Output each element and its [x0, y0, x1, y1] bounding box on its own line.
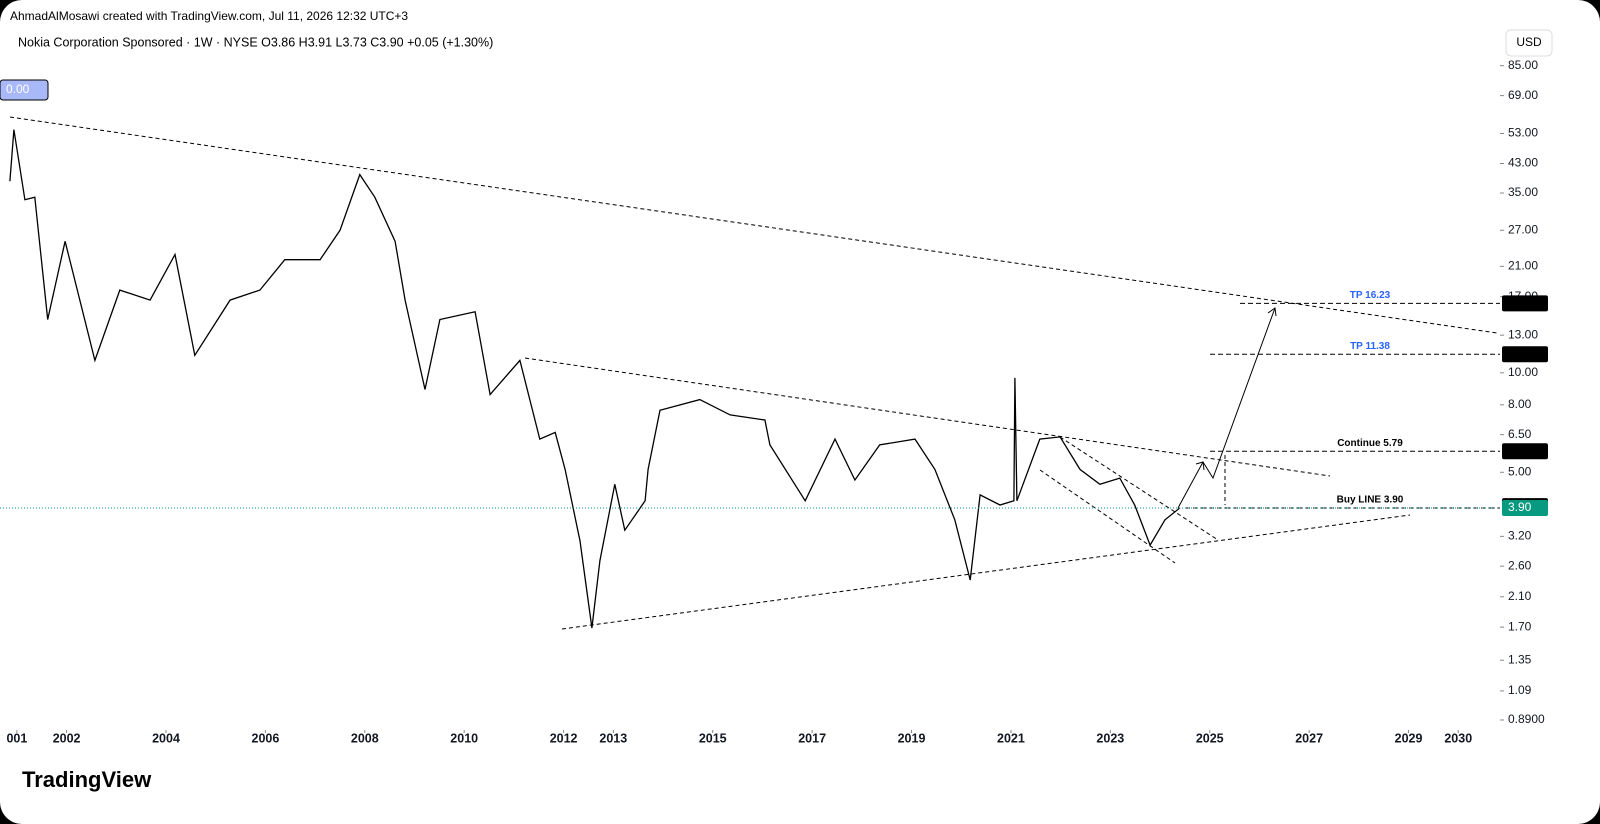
price-tag — [1502, 443, 1548, 460]
x-tick-label: 2019 — [898, 731, 926, 745]
y-tick-label: 2.60 — [1508, 558, 1532, 572]
level-label: TP 11.38 — [1350, 341, 1390, 352]
corner-tag — [0, 79, 49, 101]
trend-line — [561, 514, 1411, 630]
currency: USD — [1516, 35, 1542, 49]
y-tick-label: 8.00 — [1508, 397, 1532, 411]
y-tick-label: 21.00 — [1508, 259, 1538, 273]
price-tag — [1502, 295, 1548, 312]
trend-line — [9, 116, 1498, 334]
x-tick-label: 2017 — [798, 731, 826, 745]
x-tick-label: 2010 — [450, 731, 478, 745]
projection — [1177, 307, 1277, 509]
trend-line — [524, 357, 1331, 477]
y-tick-label: 35.00 — [1508, 185, 1538, 199]
projection-path — [1177, 307, 1276, 509]
y-tick-label: 13.00 — [1508, 327, 1538, 341]
price-tag — [1502, 346, 1548, 363]
arrow-head — [1267, 307, 1277, 317]
price-tag — [1502, 499, 1548, 516]
logo: TradingView — [22, 767, 152, 792]
y-tick-label: 5.00 — [1508, 464, 1532, 478]
y-tick-label: 6.50 — [1508, 427, 1532, 441]
x-tick-label: 2012 — [550, 731, 578, 745]
price-line — [9, 129, 1181, 629]
y-tick-label: 2.10 — [1508, 589, 1532, 603]
y-tick-label: 1.09 — [1508, 683, 1532, 697]
channel-line — [1039, 469, 1176, 564]
y-tick-label: 27.00 — [1508, 222, 1538, 236]
x-tick-label: 2004 — [152, 731, 180, 745]
x-tick-label: 001 — [6, 731, 27, 745]
x-tick-label: 2006 — [252, 731, 280, 745]
x-tick-label: 2027 — [1295, 731, 1323, 745]
y-tick-label: 43.00 — [1508, 156, 1538, 170]
corner-tag-text: 0.00 — [6, 82, 30, 96]
y-tick-label: 1.35 — [1508, 652, 1532, 666]
x-tick-label: 2008 — [351, 731, 379, 745]
legend: Nokia Corporation Sponsored · 1W · NYSE … — [18, 35, 493, 49]
y-tick-label: 0.8900 — [1508, 712, 1545, 726]
channel-line — [1059, 436, 1219, 541]
y-tick-label: 69.00 — [1508, 88, 1538, 102]
credit: AhmadAlMosawi created with TradingView.c… — [10, 9, 408, 23]
level-label: Buy LINE 3.90 — [1337, 495, 1404, 506]
y-tick-label: 10.00 — [1508, 365, 1538, 379]
y-tick-label: 3.20 — [1508, 529, 1532, 543]
x-tick-label: 2023 — [1096, 731, 1124, 745]
arrow-head — [1195, 461, 1205, 471]
level-label: TP 16.23 — [1350, 290, 1391, 301]
x-tick-label: 2013 — [599, 731, 627, 745]
x-tick-label: 2002 — [53, 731, 81, 745]
x-tick-label: 2021 — [997, 731, 1025, 745]
price-tag-label: 3.90 — [1508, 500, 1532, 514]
y-tick-label: 85.00 — [1508, 58, 1538, 72]
y-tick-label: 1.70 — [1508, 619, 1532, 633]
x-tick-label: 2029 — [1395, 731, 1423, 745]
x-tick-label: 2015 — [699, 731, 727, 745]
drawings — [9, 116, 1498, 630]
y-tick-label: 53.00 — [1508, 126, 1538, 140]
level-label: Continue 5.79 — [1337, 438, 1403, 449]
x-tick-label: 2025 — [1196, 731, 1224, 745]
currency-button[interactable] — [1505, 29, 1553, 57]
x-tick-label: 2030 — [1444, 731, 1472, 745]
